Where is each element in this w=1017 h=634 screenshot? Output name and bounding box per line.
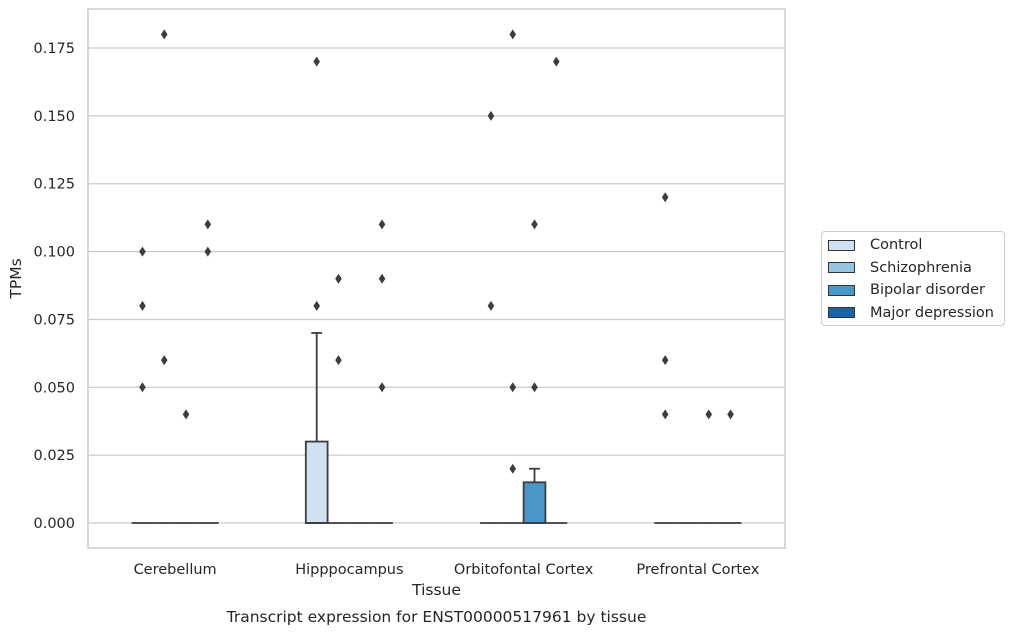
outlier-point [204, 219, 212, 230]
legend: Control Schizophrenia Bipolar disorder M… [821, 231, 1005, 326]
x-axis-title: Tissue [411, 581, 461, 599]
outlier-point [204, 246, 212, 257]
outlier-point [487, 300, 495, 311]
legend-label: Major depression [870, 304, 994, 321]
outlier-point [661, 192, 669, 203]
box-control-1 [304, 56, 329, 524]
outlier-point [509, 382, 517, 393]
box-schizophrenia-1 [327, 273, 350, 524]
outlier-point [378, 382, 386, 393]
y-axis-ticks: 0.000 0.025 0.050 0.075 0.100 0.125 0.150 0.175 [33, 41, 75, 532]
outlier-point [531, 382, 538, 393]
outlier-point [160, 29, 168, 40]
y-tick-label: 0.125 [33, 177, 75, 193]
legend-swatch-major-depression [828, 307, 855, 318]
box-major-depression-0 [196, 219, 219, 524]
box-control-3 [654, 192, 677, 524]
legend-label: Bipolar disorder [870, 282, 985, 298]
outlier-point [378, 273, 386, 284]
outlier-point [139, 246, 146, 257]
outlier-point [182, 409, 190, 420]
box-bipolar-disorder-3 [697, 409, 720, 524]
outlier-point [509, 463, 517, 474]
outlier-point [139, 382, 146, 393]
outlier-point [509, 29, 517, 40]
outlier-point [160, 355, 168, 366]
outlier-point [727, 409, 734, 420]
outlier-point [705, 409, 713, 420]
outlier-point [552, 56, 560, 67]
y-tick-label: 0.175 [33, 41, 75, 57]
box-bipolar-disorder-0 [175, 409, 197, 524]
y-tick-label: 0.150 [33, 109, 75, 125]
y-tick-label: 0.025 [33, 448, 75, 464]
outlier-point [313, 56, 321, 67]
box-schizophrenia-0 [153, 29, 176, 524]
legend-swatch-bipolar-disorder [828, 284, 855, 296]
x-axis-ticks: Cerebellum Hipppocampus Orbitofontal Corte… [134, 562, 760, 578]
outlier-point [313, 300, 321, 311]
x-tick-label: Prefrontal Cortex [636, 562, 759, 578]
plot-area-frame [87, 8, 786, 549]
legend-label: Control [870, 237, 923, 253]
y-tick-label: 0.000 [33, 516, 75, 532]
legend-swatch-schizophrenia [828, 262, 855, 273]
box-bipolar-disorder-2 [522, 219, 547, 524]
box-body [304, 440, 329, 524]
x-tick-label: Cerebellum [134, 562, 217, 578]
box-control-2 [480, 110, 502, 524]
box-control-0 [131, 246, 154, 524]
y-axis-title: TPMs [7, 258, 25, 299]
outlier-point [661, 355, 669, 366]
plot-marks [131, 29, 742, 524]
legend-item-control: Control [828, 234, 922, 256]
x-tick-label: Orbitofontal Cortex [454, 562, 594, 578]
legend-swatch-control [828, 239, 855, 251]
legend-item-schizophrenia: Schizophrenia [828, 257, 972, 279]
y-tick-label: 0.100 [33, 245, 75, 261]
outlier-point [378, 219, 386, 230]
y-tick-label: 0.050 [33, 380, 75, 396]
box-body [522, 481, 547, 524]
x-tick-label: Hipppocampus [295, 562, 403, 578]
grid-lines [88, 47, 785, 524]
chart-caption: Transcript expression for ENST0000051796… [226, 608, 647, 626]
outlier-point [531, 219, 538, 230]
y-tick-label: 0.075 [33, 312, 75, 328]
box-major-depression-1 [371, 219, 393, 524]
legend-item-bipolar-disorder: Bipolar disorder [828, 279, 985, 301]
box-major-depression-3 [719, 409, 742, 524]
outlier-point [139, 300, 146, 311]
legend-label: Schizophrenia [870, 259, 972, 276]
outlier-point [661, 409, 669, 420]
box-schizophrenia-2 [501, 29, 524, 524]
outlier-point [487, 110, 495, 121]
outlier-point [335, 355, 342, 366]
legend-item-major-depression: Major depression [828, 302, 994, 324]
outlier-point [335, 273, 342, 284]
box-major-depression-2 [545, 56, 568, 524]
